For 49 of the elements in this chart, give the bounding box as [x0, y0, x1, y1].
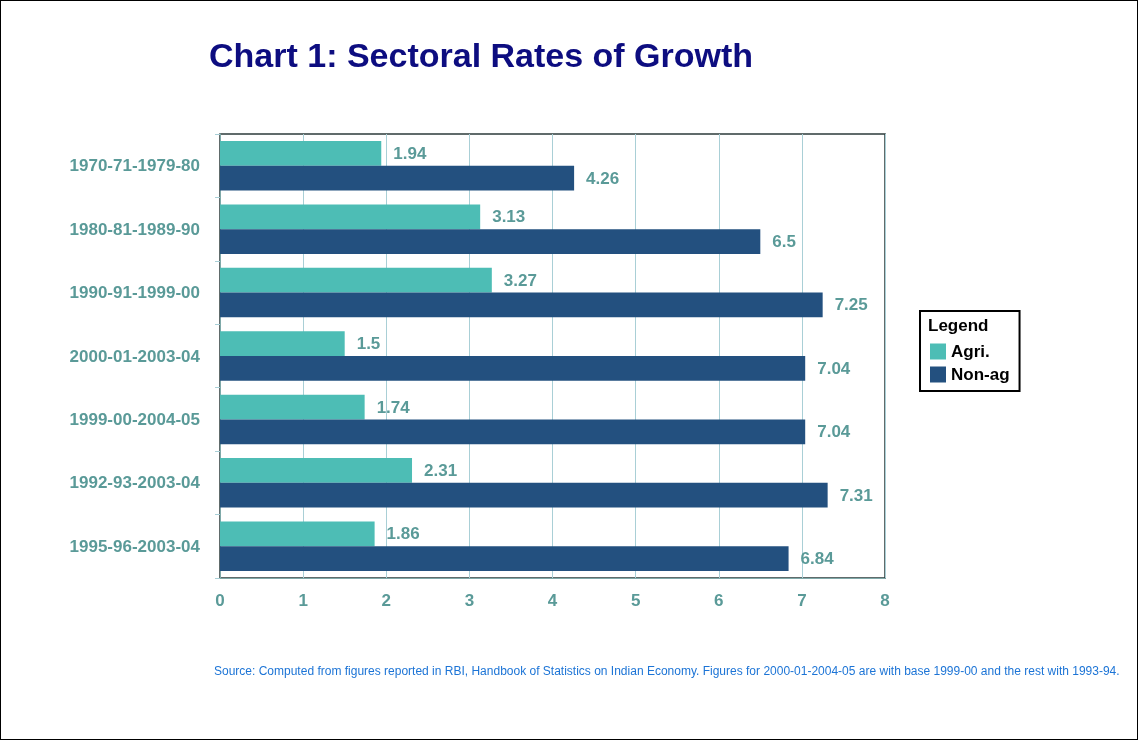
data-label: 2.31	[424, 460, 458, 480]
x-tick-label: 6	[714, 591, 724, 610]
bar	[220, 165, 575, 191]
legend-label: Agri.	[951, 342, 990, 361]
y-tick-label: 1999-00-2004-05	[69, 409, 200, 429]
data-label: 1.94	[393, 143, 427, 163]
data-label: 6.5	[772, 232, 796, 252]
x-tick-label: 1	[298, 591, 308, 610]
data-label: 3.27	[503, 270, 537, 290]
bar	[220, 229, 761, 254]
y-tick-label: 1992-93-2003-04	[69, 473, 201, 493]
y-tick-label: 1970-71-1979-80	[69, 156, 200, 176]
x-tick-label: 0	[215, 591, 225, 610]
y-tick-label: 2000-01-2003-04	[69, 346, 201, 366]
bar	[220, 140, 382, 166]
x-tick-label: 2	[381, 591, 391, 610]
data-label: 7.04	[817, 422, 851, 442]
x-tick-label: 8	[880, 591, 890, 610]
x-tick-label: 5	[630, 591, 641, 610]
data-label: 1.5	[356, 334, 381, 354]
data-label: 6.84	[800, 549, 835, 569]
x-tick-label: 4	[547, 591, 558, 610]
bar	[220, 331, 345, 356]
x-tick-label: 7	[797, 591, 807, 610]
y-tick-label: 1980-81-1989-90	[69, 219, 200, 239]
legend-title: Legend	[928, 316, 989, 335]
bar	[220, 292, 823, 318]
data-label: 1.74	[376, 397, 411, 417]
data-label: 7.25	[834, 295, 868, 315]
bar	[220, 521, 375, 547]
bar	[220, 394, 365, 420]
bar	[220, 458, 413, 483]
y-tick-label: 1990-91-1999-00	[69, 283, 200, 303]
y-tick-label: 1995-96-2003-04	[69, 536, 201, 556]
data-label: 1.86	[386, 524, 420, 544]
data-label: 7.04	[817, 358, 851, 378]
chart-title: Chart 1: Sectoral Rates of Growth	[209, 36, 754, 74]
bar	[220, 204, 481, 230]
data-label: 4.26	[586, 168, 620, 188]
bar	[220, 419, 806, 445]
data-label: 3.13	[492, 207, 526, 227]
bar	[220, 267, 492, 293]
bar	[220, 482, 828, 508]
x-tick-label: 3	[464, 591, 475, 610]
source-note: Source: Computed from figures reported in RBI, Handbook of Statistics on Indian Economy. Figures for 2000-01-2004-05 are with base 1999-00 and the rest with 1993-94.	[214, 663, 1120, 678]
bar	[220, 546, 789, 572]
bar	[220, 356, 806, 381]
data-label: 7.31	[839, 485, 873, 505]
legend-label: Non-ag	[951, 365, 1010, 384]
